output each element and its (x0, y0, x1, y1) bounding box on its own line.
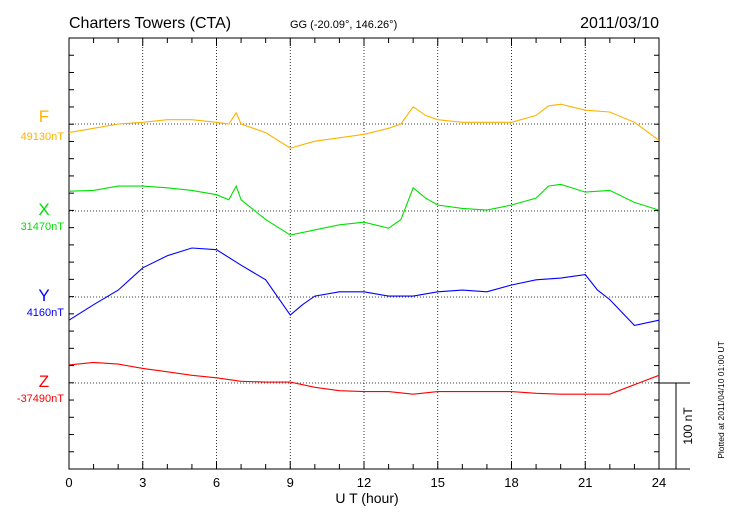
baseline-value-z: -37490nT (17, 393, 64, 405)
series-line-f (68, 103, 660, 149)
x-tick-label: 3 (139, 475, 146, 490)
baseline-value-x: 31470nT (21, 221, 65, 233)
x-tick-label: 18 (504, 475, 518, 490)
x-tick-label: 0 (65, 475, 72, 490)
station-title: Charters Towers (CTA) (69, 15, 231, 32)
x-tick-label: 21 (578, 475, 592, 490)
coordinates: GG (-20.09°, 146.26°) (290, 19, 397, 31)
series-group (68, 103, 660, 395)
x-tick-label: 6 (213, 475, 220, 490)
baseline-value-y: 4160nT (27, 307, 65, 319)
series-line-x (68, 183, 660, 236)
plotted-note: Plotted at 2011/04/10 01:00 UT (716, 341, 726, 459)
x-tick-label: 12 (357, 475, 371, 490)
axes: 0 3 6 9 12 15 18 21 24 (65, 37, 666, 490)
series-line-z (68, 361, 660, 395)
grid (69, 38, 659, 469)
x-tick-label: 9 (287, 475, 294, 490)
date: 2011/03/10 (580, 15, 659, 32)
x-axis-label: U T (hour) (335, 490, 398, 506)
baseline-value-f: 49130nT (21, 131, 65, 143)
scale-bar: 100 nT (659, 382, 695, 470)
series-name-f: F (39, 107, 49, 126)
series-name-z: Z (39, 372, 49, 391)
scale-bar-label: 100 nT (681, 407, 695, 445)
x-tick-label: 15 (431, 475, 445, 490)
x-tick-label: 24 (652, 475, 666, 490)
series-line-y (68, 247, 660, 327)
series-name-x: X (38, 200, 49, 219)
series-name-y: Y (38, 286, 49, 305)
series-labels: F 49130nT X 31470nT Y 4160nT Z -37490nT (17, 107, 64, 405)
